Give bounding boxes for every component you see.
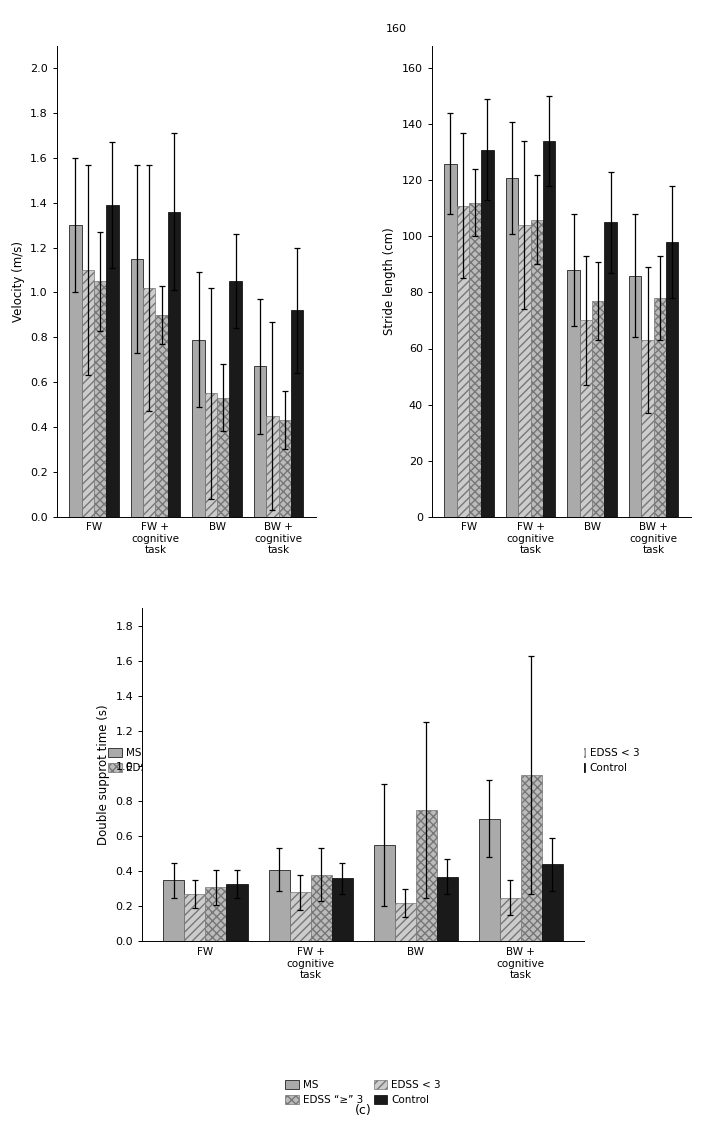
Bar xyxy=(469,203,481,517)
Bar xyxy=(478,819,500,941)
Bar xyxy=(481,149,493,517)
Bar xyxy=(332,878,352,941)
Bar xyxy=(567,270,580,517)
Bar xyxy=(184,894,206,941)
Bar xyxy=(291,310,303,517)
Bar xyxy=(226,884,248,941)
Bar xyxy=(143,288,155,517)
Bar xyxy=(278,420,291,517)
Bar xyxy=(217,398,229,517)
Y-axis label: Velocity (m/s): Velocity (m/s) xyxy=(11,241,25,321)
Bar xyxy=(654,298,666,517)
Text: 160: 160 xyxy=(385,24,407,33)
Bar xyxy=(82,270,94,517)
Bar xyxy=(506,178,518,517)
Bar xyxy=(416,810,436,941)
Text: (b): (b) xyxy=(553,789,570,802)
Bar xyxy=(436,877,458,941)
Bar xyxy=(520,775,542,941)
Bar xyxy=(580,320,592,517)
Bar xyxy=(94,281,106,517)
Bar xyxy=(629,276,642,517)
Bar xyxy=(290,892,310,941)
Bar xyxy=(500,898,520,941)
Legend: MS, EDSS “≥” 3, EDSS < 3, Control: MS, EDSS “≥” 3, EDSS < 3, Control xyxy=(286,1080,441,1106)
Bar xyxy=(206,887,226,941)
Bar xyxy=(530,219,543,517)
Bar xyxy=(543,141,555,517)
Y-axis label: Stride length (cm): Stride length (cm) xyxy=(383,227,397,335)
Legend: MS, EDSS “≥” 3, EDSS < 3, Control: MS, EDSS “≥” 3, EDSS < 3, Control xyxy=(483,747,639,774)
Bar xyxy=(542,864,562,941)
Bar xyxy=(229,281,241,517)
Legend: MS, EDSS “≥” 3, EDSS < 3, Control: MS, EDSS “≥” 3, EDSS < 3, Control xyxy=(108,747,264,774)
Bar xyxy=(642,340,654,517)
Text: (c): (c) xyxy=(355,1104,372,1117)
Bar xyxy=(394,902,416,941)
Text: (a): (a) xyxy=(177,789,195,802)
Bar xyxy=(131,258,143,517)
Bar xyxy=(268,869,290,941)
Bar xyxy=(155,315,168,517)
Bar xyxy=(205,394,217,517)
Bar xyxy=(254,366,266,517)
Bar xyxy=(592,301,604,517)
Bar xyxy=(604,223,617,517)
Bar xyxy=(518,225,530,517)
Bar xyxy=(374,845,394,941)
Bar xyxy=(164,881,184,941)
Bar xyxy=(666,242,679,517)
Bar xyxy=(69,225,82,517)
Y-axis label: Double supprot time (s): Double supprot time (s) xyxy=(97,705,110,845)
Bar xyxy=(168,211,180,517)
Bar xyxy=(444,164,456,517)
Bar xyxy=(266,416,278,517)
Bar xyxy=(456,205,469,517)
Bar xyxy=(310,875,332,941)
Bar xyxy=(192,340,205,517)
Bar xyxy=(106,205,118,517)
